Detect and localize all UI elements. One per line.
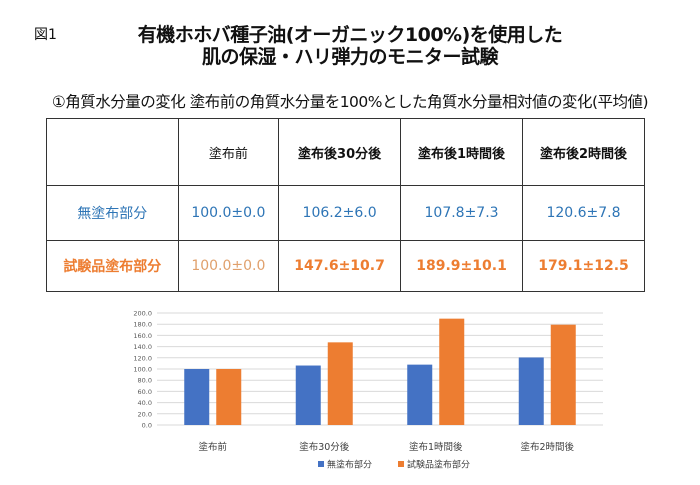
header-cell (46, 118, 179, 186)
y-tick-label: 80.0 (138, 377, 152, 385)
bar-untreated (184, 369, 210, 425)
row-label: 試験品塗布部分 (46, 240, 179, 292)
header-cell: 塗布前 (177, 118, 280, 186)
x-tick-label: 塗布30分後 (299, 441, 350, 453)
header-cell: 塗布後1時間後 (400, 118, 524, 186)
bar-treated (439, 318, 465, 425)
bar-treated (550, 324, 576, 425)
x-tick-label: 塗布2時間後 (520, 441, 574, 453)
bar-treated (216, 369, 242, 425)
table-cell: 106.2±6.0 (278, 185, 402, 241)
y-tick-label: 20.0 (138, 410, 152, 418)
figure-label: 図1 (34, 27, 57, 43)
row-label: 無塗布部分 (46, 185, 179, 241)
legend-label: 試験品塗布部分 (407, 459, 470, 471)
results-table: 塗布前 塗布後30分後 塗布後1時間後 塗布後2時間後 無塗布部分 100.0±… (46, 118, 645, 292)
y-tick-label: 140.0 (133, 343, 152, 351)
legend-label: 無塗布部分 (327, 459, 372, 471)
table-cell: 107.8±7.3 (400, 185, 524, 241)
title-line-1: 有機ホホバ種子油(オーガニック100%)を使用した (137, 24, 563, 46)
x-tick-label: 塗布前 (198, 441, 227, 453)
y-tick-label: 120.0 (133, 354, 152, 362)
header-cell: 塗布後2時間後 (522, 118, 645, 186)
y-tick-label: 200.0 (133, 310, 152, 318)
legend-swatch (398, 461, 404, 467)
table-header-row: 塗布前 塗布後30分後 塗布後1時間後 塗布後2時間後 (46, 118, 645, 186)
bar-untreated (295, 365, 321, 425)
table-cell: 147.6±10.7 (278, 240, 402, 292)
bar-untreated (518, 357, 544, 425)
y-tick-label: 100.0 (133, 366, 152, 374)
y-tick-label: 0.0 (142, 422, 152, 430)
bar-treated (327, 342, 353, 425)
bar-untreated (407, 364, 433, 425)
y-tick-label: 40.0 (138, 399, 152, 407)
x-tick-label: 塗布1時間後 (409, 441, 463, 453)
table-cell: 179.1±12.5 (522, 240, 645, 292)
subtitle: ①角質水分量の変化 塗布前の角質水分量を100%とした角質水分量相対値の変化(平… (51, 93, 649, 111)
table-cell: 120.6±7.8 (522, 185, 645, 241)
table-row: 試験品塗布部分 100.0±0.0 147.6±10.7 189.9±10.1 … (46, 240, 645, 292)
y-tick-label: 160.0 (133, 332, 152, 340)
y-tick-label: 60.0 (138, 388, 152, 396)
table-row: 無塗布部分 100.0±0.0 106.2±6.0 107.8±7.3 120.… (46, 185, 645, 241)
legend-swatch (318, 461, 324, 467)
table-cell: 100.0±0.0 (177, 185, 280, 241)
y-tick-label: 180.0 (133, 321, 152, 329)
table-cell: 100.0±0.0 (177, 240, 280, 292)
title-line-2: 肌の保湿・ハリ弾力のモニター試験 (201, 46, 499, 68)
